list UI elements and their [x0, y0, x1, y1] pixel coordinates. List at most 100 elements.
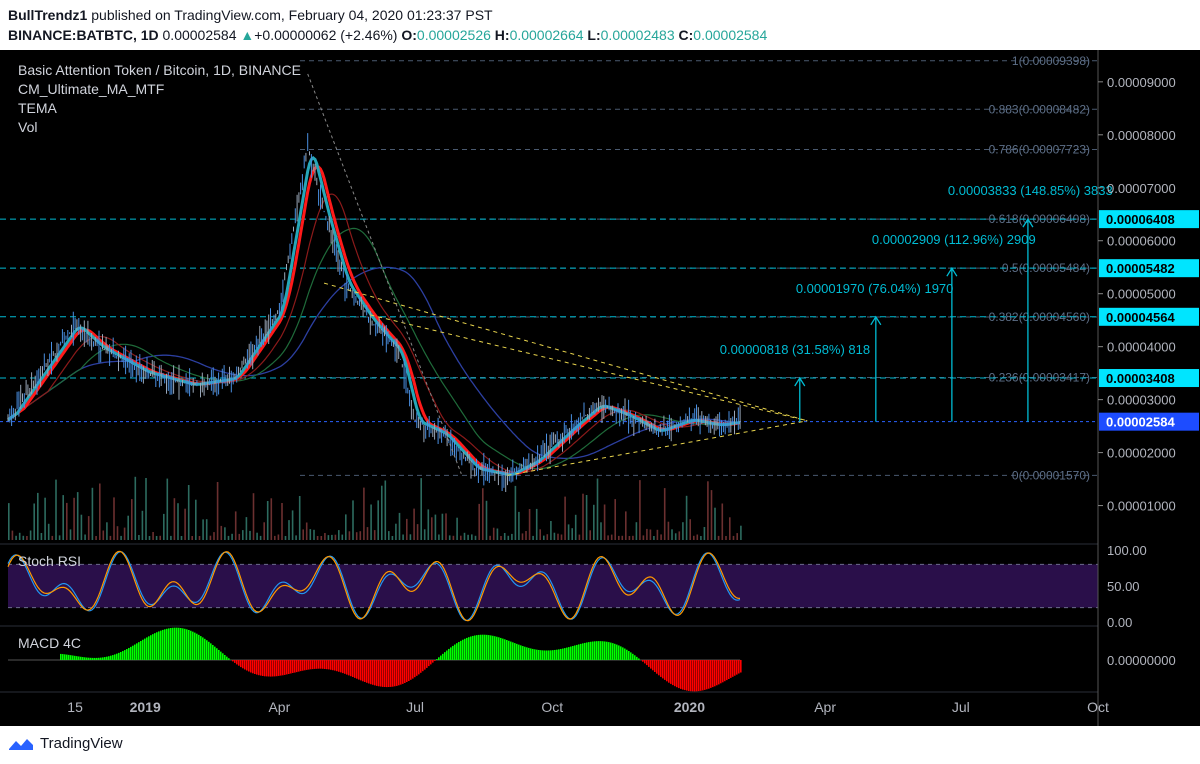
volume-bar — [460, 535, 462, 540]
volume-bar — [95, 536, 97, 540]
volume-bar — [489, 535, 491, 540]
stoch-rsi-d-line — [7, 550, 741, 622]
macd-bar — [414, 660, 416, 678]
macd-bar — [240, 660, 242, 668]
stoch-rsi-pane — [7, 550, 1098, 622]
legend-indicator-tema[interactable]: TEMA — [18, 100, 58, 116]
tradingview-logo[interactable]: TradingView — [8, 735, 123, 752]
macd-bar — [116, 653, 118, 660]
volume-bar — [191, 536, 193, 540]
stoch-rsi-title[interactable]: Stoch RSI — [18, 553, 81, 569]
stoch-rsi-tick: 50.00 — [1107, 579, 1140, 594]
low-value: 0.00002483 — [600, 27, 675, 43]
macd-bar — [112, 655, 114, 660]
macd-bar — [146, 637, 148, 661]
macd-bar — [114, 654, 116, 661]
volume-bar — [220, 525, 223, 540]
volume-bar — [270, 498, 273, 540]
volume-bar — [707, 481, 709, 540]
chart-area[interactable]: 1(0.00009398) 0.883(0.00008482) 0.786(0.00… — [0, 50, 1200, 726]
macd-bar — [344, 660, 346, 674]
macd-bar — [370, 660, 372, 685]
tradingview-logo-icon — [9, 738, 33, 750]
macd-bar — [302, 660, 304, 671]
volume-bar — [653, 536, 655, 540]
macd-bar — [320, 660, 322, 669]
macd-bar — [682, 660, 684, 690]
volume-bar — [736, 533, 738, 540]
macd-bar — [236, 660, 238, 665]
volume-bar — [434, 514, 437, 540]
volume-bar — [40, 533, 43, 540]
fib-level-label: 0.618(0.00006408) — [989, 212, 1090, 226]
time-axis-label: Oct — [541, 699, 563, 715]
volume-bar — [80, 514, 83, 540]
volume-bar — [18, 532, 21, 540]
volume-bar — [628, 536, 631, 540]
macd-bar — [450, 647, 452, 660]
macd-bar — [108, 656, 110, 661]
target-arrow-head — [794, 376, 806, 387]
volume-bar — [102, 530, 105, 540]
target-label: 0.00003833 (148.85%) 3833 — [948, 183, 1113, 198]
high-label: H: — [494, 27, 510, 43]
macd-bar — [218, 649, 220, 661]
price-label-box — [1099, 369, 1199, 388]
macd-bar — [512, 642, 514, 661]
volume-bar — [550, 521, 552, 540]
macd-bar — [646, 660, 648, 666]
volume-bar — [703, 527, 706, 540]
volume-bar — [302, 529, 304, 540]
volume-bar — [689, 519, 691, 540]
macd-bar — [164, 629, 166, 660]
volume-bar — [593, 504, 595, 540]
volume-bar — [155, 536, 158, 540]
volume-bar — [646, 528, 648, 540]
macd-bar — [642, 660, 644, 662]
volume-bar — [33, 503, 35, 540]
volume-bar — [717, 535, 720, 540]
macd-bar — [138, 642, 140, 660]
macd-bar — [576, 644, 578, 661]
macd-bar — [518, 644, 520, 661]
macd-bar — [580, 643, 582, 660]
macd-bar — [464, 638, 466, 660]
legend-indicator-vol[interactable]: Vol — [18, 119, 37, 135]
macd-bar — [702, 660, 704, 691]
macd-bar — [280, 660, 282, 676]
macd-bar — [734, 660, 736, 676]
macd-bar — [506, 640, 508, 661]
volume-bar — [177, 503, 179, 540]
macd-bar — [300, 660, 302, 672]
volume-bar — [58, 535, 61, 540]
macd-bar — [560, 648, 562, 660]
volume-bar — [62, 495, 64, 540]
macd-bar — [308, 660, 310, 670]
macd-bar — [670, 660, 672, 684]
macd-bar — [470, 636, 472, 660]
macd-bar — [226, 656, 228, 661]
volume-bar — [26, 536, 28, 540]
volume-bar — [532, 535, 534, 540]
macd-title[interactable]: MACD 4C — [18, 635, 81, 651]
volume-bar — [381, 485, 383, 540]
legend-indicator-ultimate-ma[interactable]: CM_Ultimate_MA_MTF — [18, 81, 164, 97]
macd-bar — [628, 651, 630, 661]
volume-bar — [656, 529, 659, 540]
volume-bar — [395, 523, 397, 540]
macd-bar — [158, 631, 160, 661]
macd-bar — [596, 641, 598, 660]
macd-bar — [318, 660, 320, 669]
author-name[interactable]: BullTrendz1 — [8, 7, 88, 23]
volume-bar — [377, 500, 379, 540]
macd-bar — [324, 660, 326, 669]
volume-bar — [345, 514, 347, 540]
macd-bar — [212, 644, 214, 660]
macd-bar — [262, 660, 264, 676]
macd-bar — [478, 634, 480, 660]
volume-bar — [578, 534, 581, 540]
macd-bar — [652, 660, 654, 671]
volume-bar — [145, 478, 147, 540]
macd-bar — [90, 657, 92, 661]
macd-bar — [222, 653, 224, 661]
